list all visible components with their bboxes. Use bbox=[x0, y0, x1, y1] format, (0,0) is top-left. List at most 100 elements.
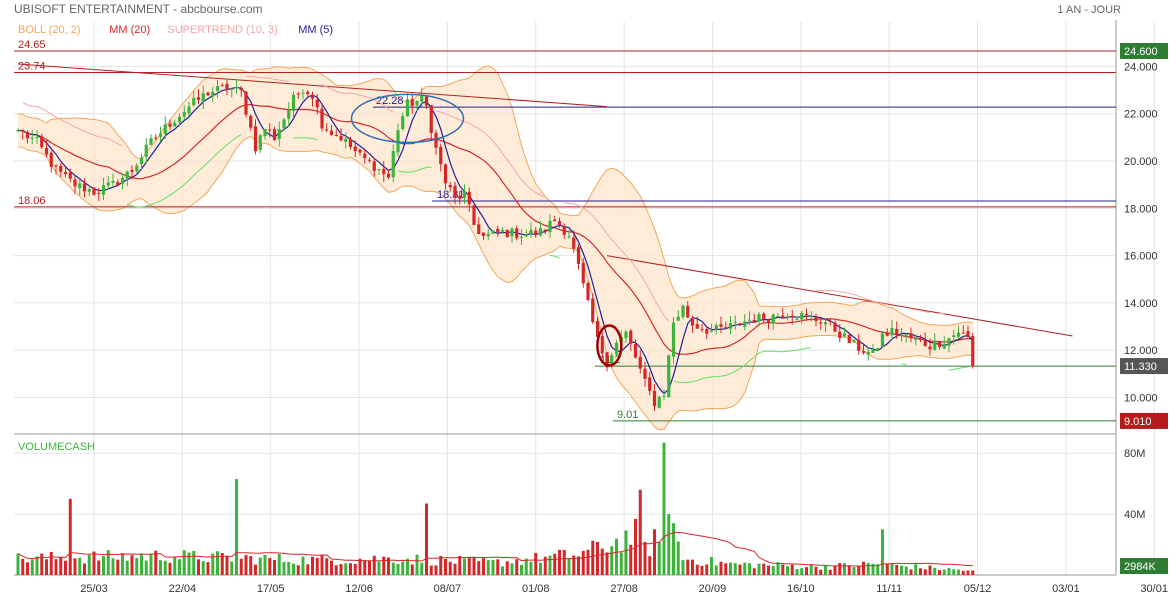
volume-bar bbox=[486, 560, 490, 575]
volume-bar bbox=[249, 556, 253, 575]
volume-bar bbox=[268, 557, 272, 575]
candle-body bbox=[591, 298, 595, 323]
volume-bar bbox=[648, 556, 652, 575]
candle-body bbox=[942, 344, 946, 349]
volume-bar bbox=[729, 562, 732, 575]
volume-bar bbox=[681, 560, 685, 575]
volume-bar bbox=[116, 559, 120, 575]
candle-body bbox=[690, 319, 695, 326]
trendlines bbox=[17, 63, 1073, 337]
volume-bar bbox=[230, 561, 234, 575]
volume-bar bbox=[216, 551, 219, 575]
volume-bar bbox=[391, 562, 395, 575]
candle-body bbox=[519, 237, 524, 239]
supertrend-line bbox=[293, 137, 318, 141]
volume-bar bbox=[444, 558, 447, 575]
candle-body bbox=[904, 334, 908, 336]
candle-body bbox=[800, 313, 804, 320]
volume-bar bbox=[482, 558, 485, 575]
volume-bar bbox=[819, 569, 823, 575]
candle-body bbox=[505, 229, 509, 237]
y-tick-label: 14.000 bbox=[1124, 298, 1158, 310]
volume-bar bbox=[106, 550, 110, 575]
candle-body bbox=[695, 324, 699, 329]
volume-bar bbox=[615, 538, 618, 575]
volume-bar bbox=[543, 556, 547, 575]
candle-body bbox=[215, 86, 220, 91]
chart-annotations bbox=[350, 93, 623, 367]
candle-body bbox=[515, 228, 519, 239]
volume-bar bbox=[966, 570, 970, 575]
volume-bar bbox=[581, 550, 585, 575]
volume-bar bbox=[68, 498, 72, 575]
candle-body bbox=[819, 322, 823, 324]
candle-body bbox=[595, 321, 600, 337]
candle-body bbox=[971, 335, 975, 367]
volume-bar bbox=[149, 553, 153, 575]
volume-bar bbox=[235, 479, 238, 575]
volume-bar bbox=[600, 548, 604, 575]
volume-bar bbox=[553, 553, 557, 575]
volume-bar bbox=[624, 530, 628, 575]
candle-body bbox=[814, 317, 818, 322]
legend-item: MM (20) bbox=[109, 24, 150, 36]
candle-body bbox=[500, 229, 505, 232]
price-tag-bottom: 9.010 bbox=[1124, 416, 1152, 428]
legend-item: BOLL (20, 2) bbox=[18, 24, 81, 36]
volume-bar bbox=[857, 566, 861, 575]
candle-body bbox=[534, 230, 538, 235]
candle-body bbox=[876, 348, 880, 351]
volume-bar bbox=[643, 541, 647, 575]
volume-bar bbox=[396, 563, 400, 575]
candle-body bbox=[681, 305, 685, 317]
volume-bar bbox=[35, 556, 39, 575]
volume-bar bbox=[847, 565, 851, 575]
volume-bar bbox=[334, 565, 338, 575]
volume-bar bbox=[691, 559, 694, 575]
volume-bar bbox=[206, 562, 210, 575]
volume-bar bbox=[239, 558, 243, 575]
volume-bar bbox=[710, 557, 713, 575]
x-tick-label: 20/09 bbox=[699, 583, 727, 595]
candle-body bbox=[961, 332, 965, 334]
volume-bar bbox=[767, 565, 770, 575]
candle-body bbox=[144, 144, 148, 157]
candle-body bbox=[880, 333, 885, 348]
candle-body bbox=[429, 105, 433, 134]
candle-body bbox=[486, 233, 490, 237]
candle-body bbox=[667, 355, 671, 398]
volume-bar bbox=[534, 552, 538, 575]
x-tick-label: 16/10 bbox=[787, 583, 815, 595]
volume-bar bbox=[757, 563, 761, 575]
candle-body bbox=[325, 129, 329, 131]
volume-bar bbox=[591, 540, 595, 575]
volume-bar bbox=[358, 558, 362, 575]
candle-body bbox=[63, 172, 68, 175]
candle-body bbox=[890, 327, 894, 336]
volume-bar bbox=[472, 557, 476, 575]
volume-bar bbox=[866, 562, 870, 575]
candle-body bbox=[762, 313, 766, 320]
candle-body bbox=[192, 98, 196, 106]
supertrend-line bbox=[901, 363, 907, 366]
candle-body bbox=[196, 97, 201, 100]
candle-body bbox=[928, 346, 932, 350]
volume-bar bbox=[952, 569, 956, 575]
candle-body bbox=[705, 329, 709, 334]
level-label: 18.06 bbox=[18, 195, 46, 207]
x-tick-label: 12/06 bbox=[345, 583, 373, 595]
candle-body bbox=[244, 91, 248, 115]
volume-bar bbox=[762, 563, 766, 575]
bollinger-upper-line bbox=[17, 65, 973, 326]
legend-item: MM (5) bbox=[298, 24, 333, 36]
candle-body bbox=[572, 237, 576, 249]
candle-body bbox=[405, 99, 410, 117]
volume-bar bbox=[795, 569, 799, 575]
mm20-line bbox=[17, 103, 973, 355]
candle-body bbox=[25, 132, 30, 139]
volume-bar bbox=[928, 565, 932, 575]
candle-body bbox=[415, 100, 419, 106]
level-label: 22.28 bbox=[376, 95, 404, 107]
candle-body bbox=[443, 164, 448, 184]
candle-body bbox=[73, 179, 77, 187]
